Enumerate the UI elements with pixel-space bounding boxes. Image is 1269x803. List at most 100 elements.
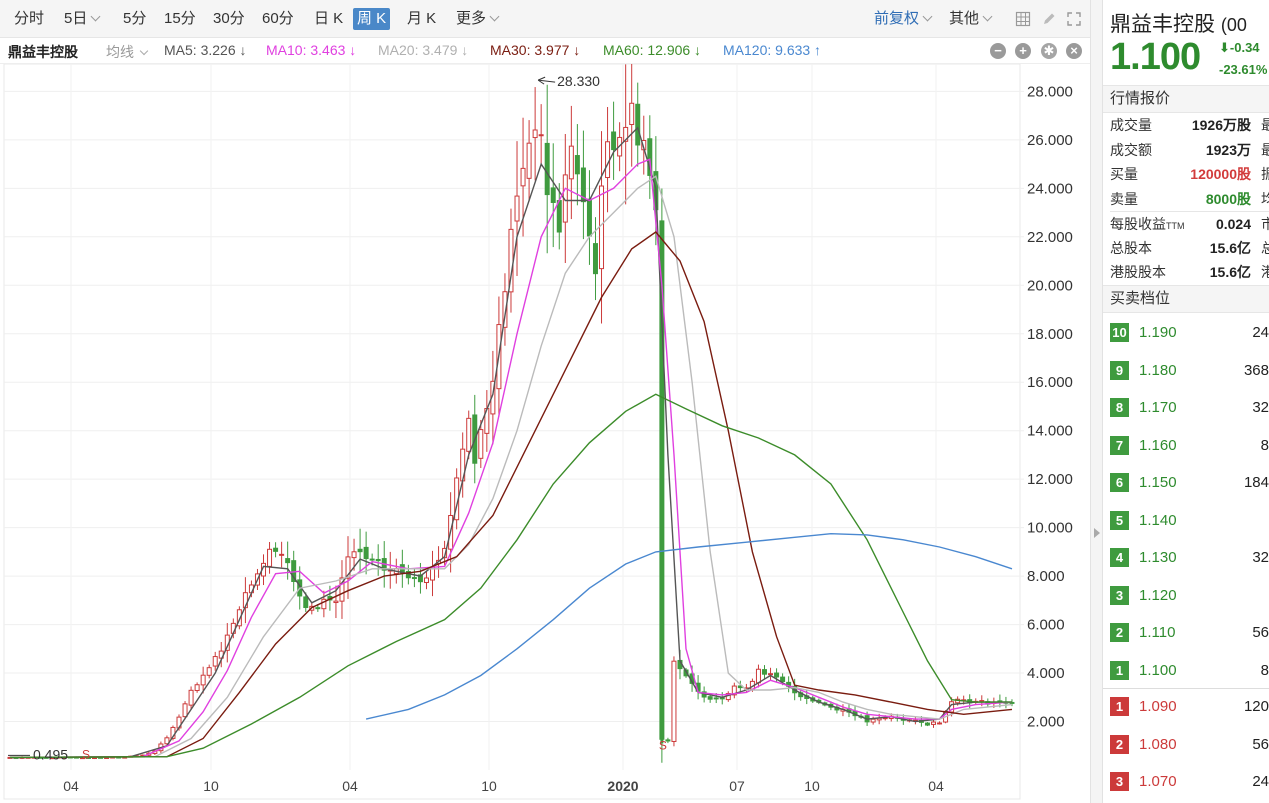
ma-line-ma120 <box>365 532 1013 720</box>
candle-body <box>870 718 876 723</box>
quote-label: 每股收益TTM <box>1110 216 1185 232</box>
more-dropdown[interactable]: 更多 <box>452 8 502 30</box>
candle-body <box>930 721 936 725</box>
candle-body <box>580 167 586 203</box>
tab-daily-k[interactable]: 日 K <box>314 10 344 27</box>
level-badge: 3 <box>1110 585 1129 605</box>
quote-value: 8000股 <box>1205 190 1251 207</box>
level-volume: 184 <box>1243 474 1269 491</box>
tab-15min[interactable]: 15分 <box>164 10 196 27</box>
candle-body <box>599 185 605 270</box>
adjust-dropdown[interactable]: 前复权 <box>870 8 935 30</box>
tab-60min[interactable]: 60分 <box>262 10 294 27</box>
candle-body <box>623 126 629 142</box>
candle-body <box>568 145 574 180</box>
kline-chart[interactable]: 28.000 26.000 24.000 22.000 20.000 18.000 16.0… <box>0 64 1090 803</box>
level-badge: 3 <box>1110 772 1129 791</box>
candlestick-series <box>7 64 1015 763</box>
x-tick-label: 10 <box>481 778 497 794</box>
chevron-down-icon <box>982 11 993 22</box>
zoom-in-icon[interactable]: + <box>1015 43 1031 59</box>
x-tick-label: 07 <box>729 778 745 794</box>
candle-body <box>544 142 550 196</box>
other-dropdown[interactable]: 其他 <box>945 8 995 30</box>
y-tick-label: 4.000 <box>1027 665 1065 682</box>
candle-body <box>351 551 357 559</box>
ask-level-row[interactable]: 5 1.140 <box>1103 502 1269 539</box>
y-tick-label: 18.000 <box>1027 326 1073 343</box>
quote-label-clipped: 均 <box>1261 190 1269 207</box>
tab-monthly-k[interactable]: 月 K <box>407 10 437 27</box>
pen-icon[interactable] <box>1041 11 1057 27</box>
ask-level-row[interactable]: 8 1.170 32 <box>1103 389 1269 426</box>
quote-label: 港股股本 <box>1110 264 1166 280</box>
chevron-down-icon <box>922 11 933 22</box>
x-tick-label: 2020 <box>607 778 638 794</box>
tab-30min[interactable]: 30分 <box>213 10 245 27</box>
close-icon[interactable]: × <box>1066 43 1082 59</box>
candle-body <box>417 574 423 583</box>
candle-body <box>182 703 188 718</box>
high-pointer <box>538 79 556 83</box>
fullscreen-icon[interactable] <box>1066 11 1082 27</box>
bid-level-row[interactable]: 2 1.080 56 <box>1103 726 1269 763</box>
ma-legend-bar: 鼎益丰控股 均线 MA5: 3.226 ↓ MA10: 3.463 ↓ MA20… <box>0 38 1090 64</box>
candle-body <box>520 167 526 187</box>
level-price: 1.130 <box>1139 549 1177 566</box>
grid-icon[interactable] <box>1015 11 1031 27</box>
quote-section-header: 行情报价 <box>1103 85 1269 113</box>
candle-body <box>550 187 556 203</box>
split-marker: S <box>659 738 667 752</box>
quote-label-clipped: 市 <box>1261 216 1269 232</box>
candle-body <box>526 142 532 179</box>
candle-body <box>357 548 363 553</box>
tab-5day[interactable]: 5日 <box>60 8 103 30</box>
quote-value: 1926万股 <box>1191 117 1251 133</box>
time-axis: 04 10 04 10 2020 07 10 04 <box>63 778 944 794</box>
candle-body <box>442 547 448 559</box>
y-tick-label: 2.000 <box>1027 714 1065 731</box>
ask-level-row[interactable]: 10 1.190 24 <box>1103 314 1269 351</box>
price-change-pct: -23.61% <box>1219 62 1268 77</box>
ask-level-row[interactable]: 4 1.130 32 <box>1103 539 1269 576</box>
collapse-arrow-icon[interactable] <box>1094 528 1100 538</box>
ma-line-ma60 <box>9 393 1012 759</box>
tab-weekly-k[interactable]: 周 K <box>353 8 391 30</box>
candle-body <box>755 668 761 684</box>
settings-gear-icon[interactable]: ✱ <box>1041 43 1057 59</box>
ma20-value: MA20: 3.479 ↓ <box>378 42 469 58</box>
split-marker: S <box>82 747 90 761</box>
candle-body <box>671 660 677 742</box>
high-price-annotation: 28.330 <box>557 73 600 89</box>
quote-label-clipped: 振 <box>1261 166 1269 182</box>
level-badge: 2 <box>1110 623 1129 642</box>
ma-line-ma10 <box>9 158 1013 759</box>
candle-body <box>466 417 472 452</box>
candle-body <box>321 598 327 610</box>
level-volume: 8 <box>1260 661 1269 679</box>
candle-body <box>285 558 291 564</box>
ask-level-row[interactable]: 9 1.180 368 <box>1103 352 1269 389</box>
ask-level-row[interactable]: 7 1.160 8 <box>1103 427 1269 464</box>
zoom-out-icon[interactable]: − <box>990 43 1006 59</box>
candle-body <box>339 577 345 602</box>
tab-5min[interactable]: 5分 <box>123 10 147 27</box>
x-tick-label: 10 <box>203 778 219 794</box>
panel-divider[interactable] <box>1090 0 1103 803</box>
tab-intraday[interactable]: 分时 <box>14 10 45 27</box>
bid-level-row[interactable]: 3 1.070 24 <box>1103 763 1269 800</box>
level-volume: 56 <box>1252 624 1269 641</box>
ask-level-row[interactable]: 2 1.110 56 <box>1103 614 1269 651</box>
quote-label: 卖量 <box>1110 190 1138 207</box>
ma-selector[interactable]: 均线 <box>106 42 149 62</box>
ask-level-row[interactable]: 3 1.120 <box>1103 577 1269 614</box>
candle-body <box>369 558 375 561</box>
ask-level-row[interactable]: 6 1.150 184 <box>1103 464 1269 501</box>
ask-level-row[interactable]: 1 1.100 8 <box>1103 652 1269 689</box>
bid-level-row[interactable]: 1 1.090 120 <box>1103 688 1269 725</box>
chevron-down-icon <box>489 11 500 22</box>
price-axis: 28.000 26.000 24.000 22.000 20.000 18.000 16.0… <box>1027 83 1073 730</box>
y-tick-label: 6.000 <box>1027 617 1065 634</box>
candle-body <box>279 553 285 556</box>
